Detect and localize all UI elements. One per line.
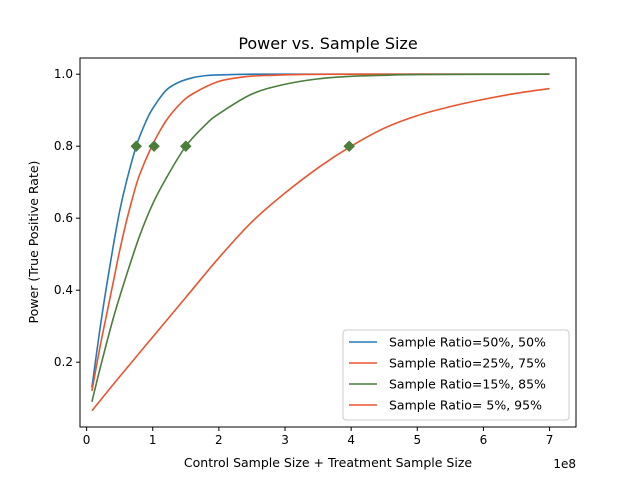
legend-label-2: Sample Ratio=25%, 75% <box>389 356 546 371</box>
series-line-3 <box>91 73 550 402</box>
y-tick-label: 0.4 <box>54 283 73 297</box>
marker-layer <box>130 140 356 153</box>
series-line-4 <box>91 87 550 412</box>
x-tick-label: 7 <box>546 433 554 447</box>
x-tick-label: 3 <box>281 433 289 447</box>
x-offset-label: 1e8 <box>553 457 576 471</box>
y-axis: 0.2 0.4 0.6 0.8 1.0 <box>54 67 80 369</box>
series-line-2 <box>91 73 550 392</box>
power-marker-3 <box>179 140 192 153</box>
legend-label-4: Sample Ratio= 5%, 95% <box>389 398 542 413</box>
legend-label-1: Sample Ratio=50%, 50% <box>389 335 546 350</box>
x-axis: 0 1 2 3 4 5 6 7 <box>83 427 554 447</box>
y-tick-label: 1.0 <box>54 67 73 81</box>
x-tick-label: 1 <box>149 433 157 447</box>
series-line-1 <box>91 73 550 388</box>
legend: Sample Ratio=50%, 50% Sample Ratio=25%, 7… <box>342 329 570 421</box>
y-axis-label: Power (True Positive Rate) <box>26 161 41 324</box>
power-marker-4 <box>343 140 356 153</box>
y-tick-label: 0.6 <box>54 211 73 225</box>
legend-frame <box>342 329 570 421</box>
x-tick-label: 4 <box>347 433 355 447</box>
legend-label-3: Sample Ratio=15%, 85% <box>389 377 546 392</box>
x-tick-label: 6 <box>480 433 488 447</box>
power-marker-1 <box>130 140 143 153</box>
x-axis-label: Control Sample Size + Treatment Sample S… <box>184 455 472 470</box>
chart-title: Power vs. Sample Size <box>238 34 417 53</box>
x-tick-label: 5 <box>413 433 421 447</box>
x-tick-label: 2 <box>215 433 223 447</box>
y-tick-label: 0.2 <box>54 355 73 369</box>
x-tick-label: 0 <box>83 433 91 447</box>
series-layer <box>91 73 550 412</box>
y-tick-label: 0.8 <box>54 139 73 153</box>
power-marker-2 <box>148 140 160 153</box>
